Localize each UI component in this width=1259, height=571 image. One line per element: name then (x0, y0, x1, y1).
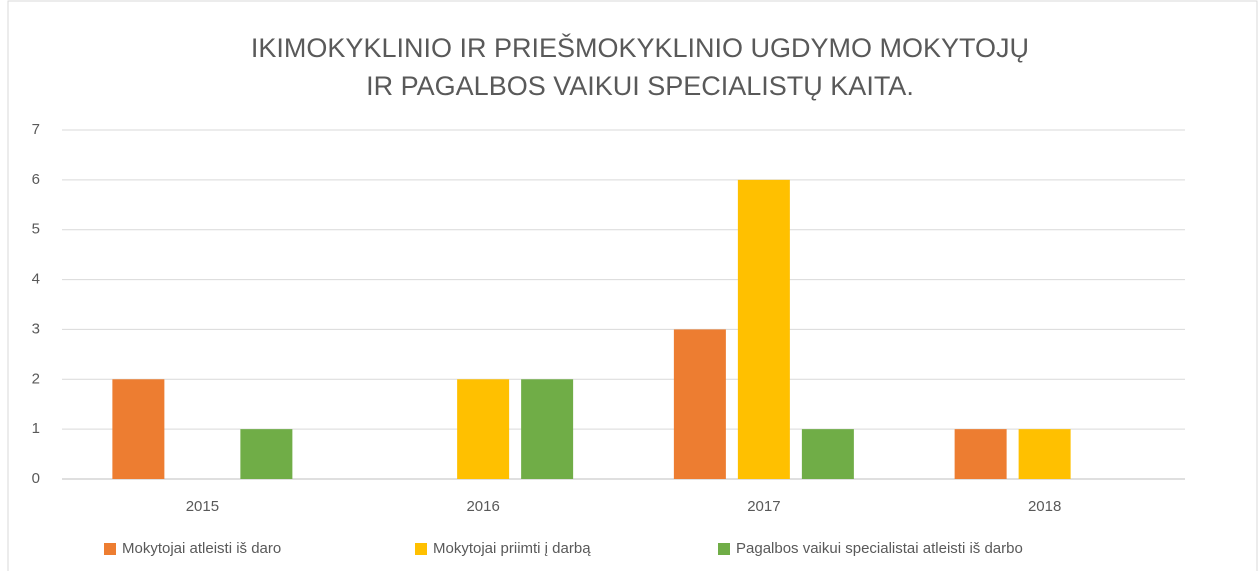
legend-swatch (104, 543, 116, 555)
legend-swatch (718, 543, 730, 555)
bar (112, 379, 165, 479)
y-tick-label: 1 (32, 420, 40, 437)
legend-swatch (415, 543, 427, 555)
y-tick-label: 5 (32, 221, 40, 238)
legend-label: Mokytojai atleisti iš daro (122, 540, 281, 557)
y-tick-label: 2 (32, 370, 40, 387)
x-tick-label: 2016 (466, 498, 499, 515)
y-tick-label: 4 (32, 271, 40, 288)
bar (457, 379, 510, 479)
bar (737, 179, 790, 479)
y-tick-label: 7 (32, 121, 40, 138)
x-tick-label: 2015 (186, 498, 219, 515)
y-tick-label: 0 (32, 470, 40, 487)
chart-title: IR PAGALBOS VAIKUI SPECIALISTŲ KAITA. (366, 71, 914, 101)
bar (240, 429, 293, 479)
legend-label: Mokytojai priimti į darbą (433, 540, 591, 557)
chart-title: IKIMOKYKLINIO IR PRIEŠMOKYKLINIO UGDYMO … (251, 32, 1029, 63)
y-tick-label: 3 (32, 320, 40, 337)
legend-label: Pagalbos vaikui specialistai atleisti iš… (736, 540, 1023, 557)
x-tick-label: 2017 (747, 498, 780, 515)
x-tick-label: 2018 (1028, 498, 1061, 515)
bar (521, 379, 574, 479)
bar (673, 329, 726, 479)
bar (801, 429, 854, 479)
y-tick-label: 6 (32, 171, 40, 188)
bar (954, 429, 1007, 479)
bar (1018, 429, 1071, 479)
